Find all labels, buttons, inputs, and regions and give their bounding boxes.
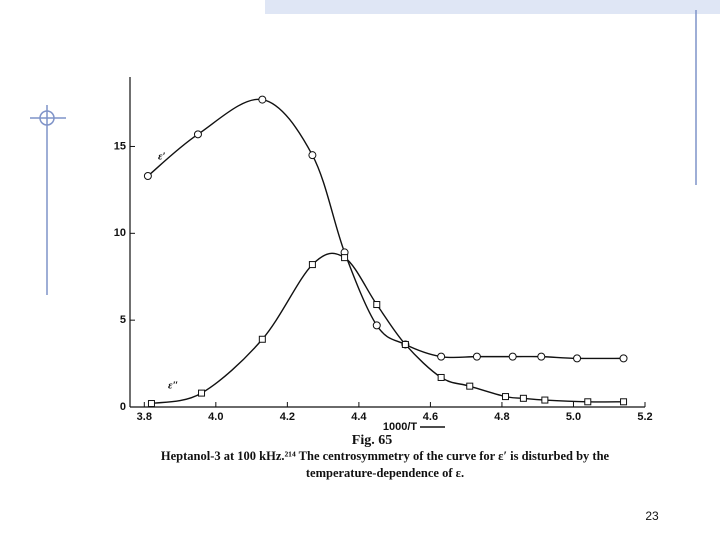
y-tick-label: 0	[120, 401, 126, 413]
point	[619, 354, 628, 363]
x-tick-label: 4.4	[351, 411, 367, 423]
point	[143, 172, 152, 180]
caption: temperature-dependence of ε.	[306, 466, 464, 480]
point	[508, 352, 517, 361]
caption: Heptanol-3 at 100 kHz.²¹⁴ The centrosymm…	[161, 449, 610, 463]
point	[573, 354, 582, 363]
point	[341, 254, 349, 262]
point	[541, 396, 549, 404]
figure-label: Fig. 65	[352, 433, 392, 448]
top-bar	[265, 0, 720, 14]
point	[537, 352, 546, 361]
point	[519, 394, 527, 402]
point	[437, 373, 445, 381]
series-label: ε″	[168, 380, 179, 392]
point	[401, 340, 409, 348]
x-tick-label: 4.6	[423, 411, 438, 423]
x-tick-label: 5.0	[566, 411, 581, 423]
x-tick-label: 4.2	[280, 411, 295, 423]
x-axis-label: 1000/T	[383, 421, 418, 433]
point	[372, 321, 381, 330]
left-circle	[39, 110, 55, 126]
point	[308, 151, 317, 160]
y-tick-label: 15	[114, 140, 126, 152]
x-tick-label: 4.0	[208, 411, 223, 423]
series-label: ε′	[158, 151, 166, 163]
y-tick-label: 5	[120, 314, 126, 326]
point	[472, 352, 481, 361]
point	[502, 393, 510, 401]
point	[308, 261, 316, 269]
y-tick-label: 10	[114, 227, 126, 239]
slide-number: 23	[645, 509, 659, 523]
point	[373, 301, 381, 309]
point	[466, 382, 474, 390]
point	[584, 398, 592, 406]
point	[258, 95, 267, 104]
series-line	[151, 252, 624, 405]
x-tick-label: 5.2	[637, 411, 652, 423]
point	[193, 130, 202, 139]
point	[620, 398, 628, 406]
x-tick-label: 3.8	[137, 411, 152, 423]
series-line	[147, 98, 624, 360]
x-tick-label: 4.8	[494, 411, 509, 423]
point	[147, 400, 155, 408]
point	[258, 335, 266, 343]
point	[198, 389, 206, 397]
point	[437, 352, 446, 361]
